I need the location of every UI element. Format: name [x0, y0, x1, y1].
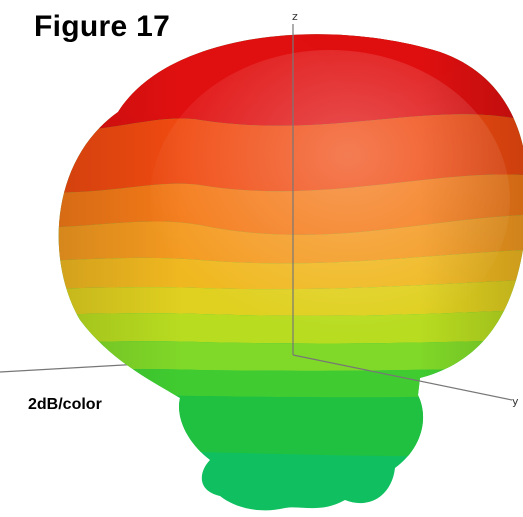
figure-title: Figure 17 — [34, 10, 171, 43]
y-axis — [292, 354, 513, 401]
y-axis-label: y — [512, 395, 519, 408]
z-axis-label: z — [292, 10, 298, 23]
color-scale-note: 2dB/color — [28, 396, 102, 413]
